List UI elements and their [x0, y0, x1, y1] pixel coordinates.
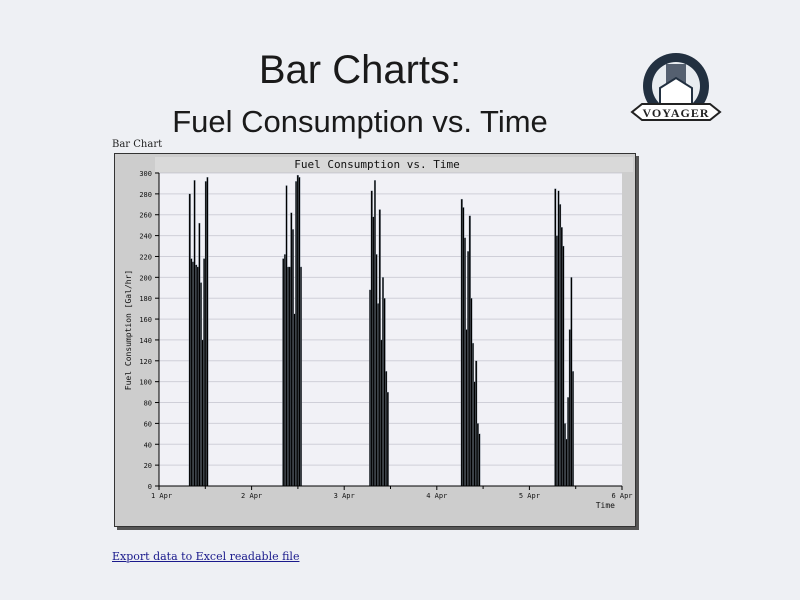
chart-caption: Bar Chart — [112, 139, 163, 150]
bar — [291, 229, 294, 487]
bar — [473, 381, 476, 487]
y-tick-label: 80 — [144, 400, 152, 408]
bar — [475, 360, 478, 487]
slide-subtitle: Fuel Consumption vs. Time — [172, 104, 548, 139]
bar — [385, 371, 388, 487]
bar — [378, 209, 381, 487]
x-tick-label: 2 Apr — [241, 492, 262, 500]
voyager-logo: VOYAGER — [630, 53, 722, 121]
export-data-link[interactable]: Export data to Excel readable file — [112, 550, 300, 563]
bar — [370, 190, 373, 487]
bar — [188, 193, 191, 487]
bar — [377, 303, 380, 487]
bar — [287, 266, 290, 487]
bar — [372, 216, 375, 487]
x-tick-label: 5 Apr — [519, 492, 540, 500]
x-tick-label: 3 Apr — [334, 492, 355, 500]
bar — [381, 277, 384, 487]
y-tick-label: 280 — [139, 191, 152, 199]
bar — [565, 438, 568, 487]
bar — [298, 177, 301, 487]
bar — [557, 190, 560, 487]
bar — [203, 258, 206, 487]
title-strip — [155, 157, 633, 172]
svg-text:VOYAGER: VOYAGER — [643, 106, 710, 120]
y-tick-label: 120 — [139, 358, 152, 366]
bar-chart: Fuel Consumption vs. Time 0 20 40 60 80 100 12… — [124, 157, 633, 510]
bar — [288, 266, 291, 487]
bar — [375, 254, 378, 487]
bar — [190, 258, 193, 487]
bar — [191, 261, 194, 487]
bar — [563, 423, 566, 487]
y-tick-label: 140 — [139, 337, 152, 345]
plot-area — [159, 173, 622, 486]
y-tick-label: 260 — [139, 212, 152, 220]
bar — [562, 245, 565, 487]
bar — [468, 215, 471, 487]
y-tick-label: 240 — [139, 233, 152, 241]
y-tick-label: 100 — [139, 379, 152, 387]
bar — [195, 264, 198, 487]
x-tick-label: 4 Apr — [426, 492, 447, 500]
y-tick-label: 300 — [139, 170, 152, 178]
chart-title: Fuel Consumption vs. Time — [294, 158, 460, 171]
bar — [383, 298, 386, 487]
x-tick-label: 1 Apr — [151, 492, 172, 500]
bar — [290, 212, 293, 487]
y-axis-label: Fuel Consumption [Gal/hr] — [124, 270, 133, 390]
bar — [285, 185, 288, 487]
bar — [380, 339, 383, 487]
bar — [196, 266, 199, 487]
bar — [193, 180, 196, 487]
y-tick-label: 160 — [139, 316, 152, 324]
y-tick-label: 60 — [144, 420, 152, 428]
bar — [460, 198, 463, 487]
bar — [462, 207, 465, 487]
y-tick-label: 0 — [148, 483, 152, 491]
bar — [570, 277, 573, 487]
slide-title: Bar Charts: — [258, 48, 462, 92]
bar — [198, 222, 201, 487]
bar — [283, 254, 286, 487]
bar — [204, 181, 207, 487]
bar — [293, 313, 296, 487]
bar — [568, 329, 571, 487]
bar — [200, 282, 203, 487]
bar — [282, 258, 285, 487]
y-tick-label: 180 — [139, 295, 152, 303]
bar — [295, 181, 298, 487]
bar — [555, 235, 558, 487]
bar — [369, 289, 372, 487]
bar — [476, 423, 479, 487]
bar — [296, 174, 299, 487]
bar — [206, 177, 209, 487]
y-tick-label: 200 — [139, 274, 152, 282]
y-tick-label: 20 — [144, 462, 152, 470]
bar — [373, 180, 376, 487]
bar — [567, 397, 570, 487]
bar — [465, 329, 468, 487]
bar — [467, 251, 470, 487]
y-tick-label: 220 — [139, 253, 152, 261]
x-tick-label: 6 Apr — [611, 492, 632, 500]
bar — [560, 227, 563, 487]
bar — [463, 237, 466, 487]
bar — [470, 298, 473, 487]
bar — [554, 188, 557, 487]
y-tick-label: 40 — [144, 441, 152, 449]
bar — [201, 339, 204, 487]
bar — [300, 266, 303, 487]
x-axis-label: Time — [596, 501, 615, 510]
bar — [572, 371, 575, 487]
bar — [559, 204, 562, 487]
bar — [386, 391, 389, 487]
bar — [472, 342, 475, 487]
chart-panel: Fuel Consumption vs. Time 0 20 40 60 80 100 12… — [114, 153, 636, 527]
bar — [478, 433, 481, 487]
